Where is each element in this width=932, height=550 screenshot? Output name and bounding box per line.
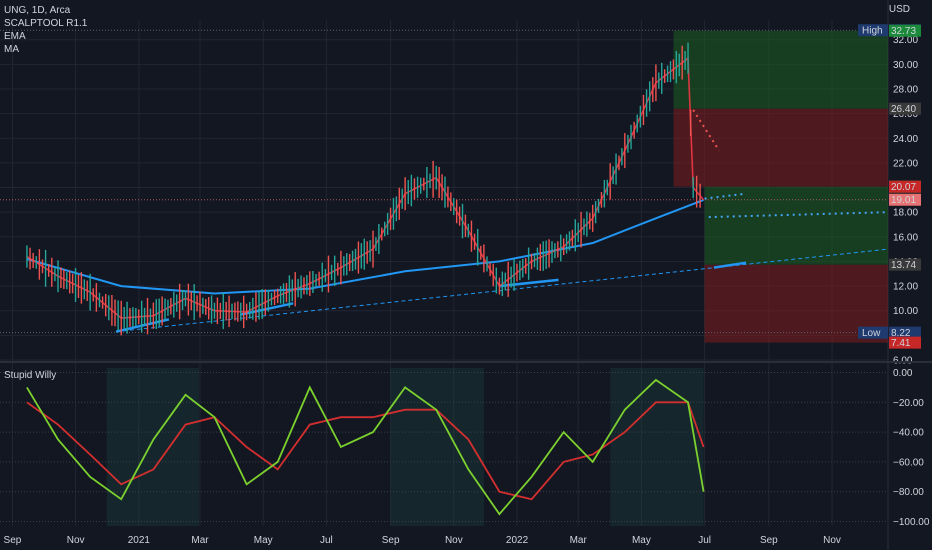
support-segment-4 — [713, 261, 747, 269]
osc-zone-1 — [106, 368, 199, 526]
indicator-ema: EMA — [4, 31, 26, 42]
price-label-bg-1 — [889, 24, 921, 37]
symbol-line: UNG, 1D, Arca — [4, 5, 71, 16]
price-label-8: 7.41 — [891, 338, 911, 349]
trade-box-2-loss-zone — [704, 264, 888, 343]
main-y-tick-11: 28.00 — [893, 84, 918, 95]
main-y-tick-3: 12.00 — [893, 282, 918, 293]
osc-y-tick-5: −100.00 — [893, 517, 930, 528]
price-label-2: 26.40 — [891, 104, 916, 115]
indicator-scalptool: SCALPTOOL R1.1 — [4, 18, 88, 29]
main-y-tick-9: 24.00 — [893, 134, 918, 145]
price-tag-0: High — [862, 26, 883, 37]
x-tick-2: 2021 — [128, 535, 151, 546]
osc-y-tick-3: −60.00 — [893, 457, 924, 468]
x-tick-6: Sep — [382, 535, 400, 546]
projection-dots-1 — [704, 192, 747, 200]
x-tick-5: Jul — [320, 535, 333, 546]
chart-legend: UNG, 1D, Arca SCALPTOOL R1.1 EMA MA — [4, 4, 87, 56]
price-label-bg-5 — [889, 193, 921, 206]
oscillator-title: Stupid Willy — [4, 370, 57, 381]
main-y-tick-5: 16.00 — [893, 232, 918, 243]
price-label-6: 13.74 — [891, 260, 916, 271]
x-tick-1: Nov — [67, 535, 85, 546]
osc-y-tick-1: −20.00 — [893, 398, 924, 409]
x-tick-10: May — [632, 535, 651, 546]
main-y-tick-6: 18.00 — [893, 208, 918, 219]
osc-fast-line — [26, 378, 705, 516]
osc-y-tick-4: −80.00 — [893, 487, 924, 498]
price-label-bg-4 — [889, 180, 921, 193]
x-tick-13: Nov — [823, 535, 841, 546]
oscillator-legend: Stupid Willy — [4, 369, 56, 382]
x-tick-11: Jul — [698, 535, 711, 546]
osc-zone-2 — [390, 368, 484, 526]
trade-box-1-loss-zone — [673, 108, 888, 187]
main-y-tick-12: 30.00 — [893, 60, 918, 71]
osc-y-tick-2: −40.00 — [893, 428, 924, 439]
support-segment-1 — [115, 318, 170, 333]
trade-box-1-profit-zone — [673, 30, 888, 109]
x-tick-0: Sep — [4, 535, 22, 546]
main-y-tick-8: 22.00 — [893, 158, 918, 169]
trade-box-2-profit-zone — [704, 186, 888, 265]
price-tag-bg-7 — [858, 326, 888, 339]
x-tick-7: Nov — [445, 535, 463, 546]
main-y-tick-13: 32.00 — [893, 35, 918, 46]
projection-dots-red — [692, 109, 720, 152]
price-label-bg-2 — [889, 102, 921, 115]
price-label-1: 32.73 — [891, 26, 916, 37]
osc-slow-line — [26, 401, 705, 501]
ma-line — [26, 198, 704, 295]
x-tick-3: Mar — [191, 535, 209, 546]
indicator-ma: MA — [4, 44, 19, 55]
x-tick-9: Mar — [570, 535, 588, 546]
price-label-bg-7 — [889, 326, 921, 339]
osc-zone-3 — [610, 368, 704, 526]
price-tag-7: Low — [862, 328, 881, 339]
price-label-4: 20.07 — [891, 182, 916, 193]
price-label-5: 19.01 — [891, 195, 916, 206]
support-segment-3 — [499, 278, 559, 288]
price-label-bg-8 — [889, 336, 921, 349]
x-tick-4: May — [254, 535, 273, 546]
price-label-7: 8.22 — [891, 328, 911, 339]
main-y-tick-2: 10.00 — [893, 306, 918, 317]
price-tag-bg-0 — [858, 24, 888, 37]
x-tick-8: 2022 — [506, 535, 529, 546]
x-tick-12: Sep — [760, 535, 778, 546]
osc-y-tick-0: 0.00 — [893, 368, 913, 379]
price-label-bg-6 — [889, 258, 921, 271]
currency-label: USD — [888, 4, 910, 15]
